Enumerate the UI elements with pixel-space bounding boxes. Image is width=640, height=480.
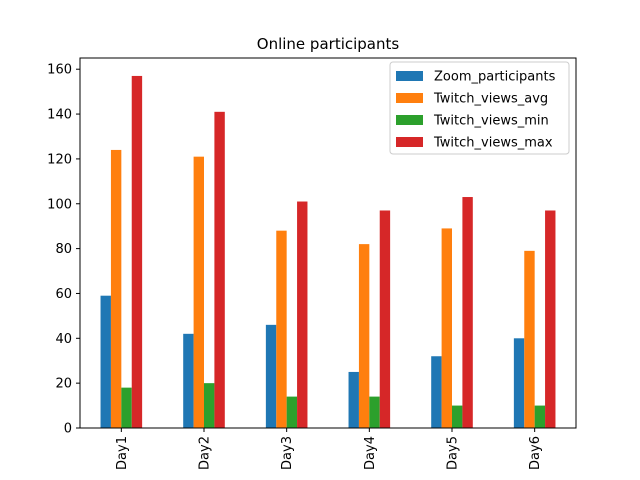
bar-Zoom_participants-Day2 [183,333,194,428]
legend-swatch [396,115,423,125]
y-tick-label: 80 [55,242,72,257]
legend: Zoom_participants Twitch_views_avg Twitch_… [389,61,570,155]
bar-Twitch_views_avg-Day1 [110,149,122,428]
bar-Twitch_views_avg-Day2 [193,156,204,428]
bar-Twitch_views_max-Day3 [297,201,308,428]
bar-Twitch_views_min-Day1 [121,387,132,428]
bar-Twitch_views_max-Day2 [214,111,225,429]
legend-label: Twitch_views_max [433,136,553,151]
plot-frame [79,57,577,429]
y-tick-label: 120 [47,152,72,167]
chart-title: Online participants [257,35,400,53]
bar-Zoom_participants-Day5 [431,356,442,428]
legend-label: Zoom_participants [434,70,556,85]
bar-Twitch_views_min-Day2 [204,383,215,428]
x-tick-label: Day1 [115,436,130,470]
legend-label: Twitch_views_avg [433,92,548,107]
x-tick-label: Day2 [198,436,213,470]
x-tick-label: Day6 [528,436,543,470]
legend-swatch [396,93,423,103]
bar-Twitch_views_avg-Day4 [358,244,370,428]
bar-Zoom_participants-Day6 [513,338,525,428]
y-tick-label: 40 [55,332,72,347]
bar-Twitch_views_max-Day1 [131,75,143,428]
bar-Twitch_views_max-Day6 [545,210,556,428]
bar-Twitch_views_min-Day5 [452,405,463,428]
bar-Zoom_participants-Day1 [100,295,111,428]
x-tick-label: Day5 [446,436,461,470]
bar-Twitch_views_avg-Day5 [441,228,452,428]
bar-Twitch_views_min-Day4 [369,396,380,428]
bar-Twitch_views_max-Day4 [379,210,391,428]
y-tick-label: 60 [55,287,72,302]
bar-Twitch_views_avg-Day3 [276,230,287,428]
y-tick-label: 160 [47,63,72,78]
y-tick-label: 20 [55,377,72,392]
bar-Zoom_participants-Day3 [265,324,277,428]
legend-box [389,61,570,155]
x-axis: Day1 Day2 Day3 Day4 Day5 Day6 [115,428,543,470]
x-tick-label: Day4 [363,436,378,470]
y-tick-label: 100 [47,197,72,212]
legend-swatch [396,71,423,81]
bar-Twitch_views_min-Day3 [286,396,298,428]
x-tick-label: Day3 [280,436,295,470]
bars-group [100,75,556,429]
bar-Zoom_participants-Day4 [348,371,359,428]
bar-Twitch_views_avg-Day6 [524,250,535,428]
legend-label: Twitch_views_min [433,114,549,129]
bar-Twitch_views_max-Day5 [462,197,473,428]
bar-Twitch_views_min-Day6 [534,405,546,428]
y-axis: 0 20 40 60 80 100 120 140 160 [47,63,80,437]
legend-swatch [396,137,423,147]
y-tick-label: 140 [47,108,72,123]
y-tick-label: 0 [64,422,72,437]
